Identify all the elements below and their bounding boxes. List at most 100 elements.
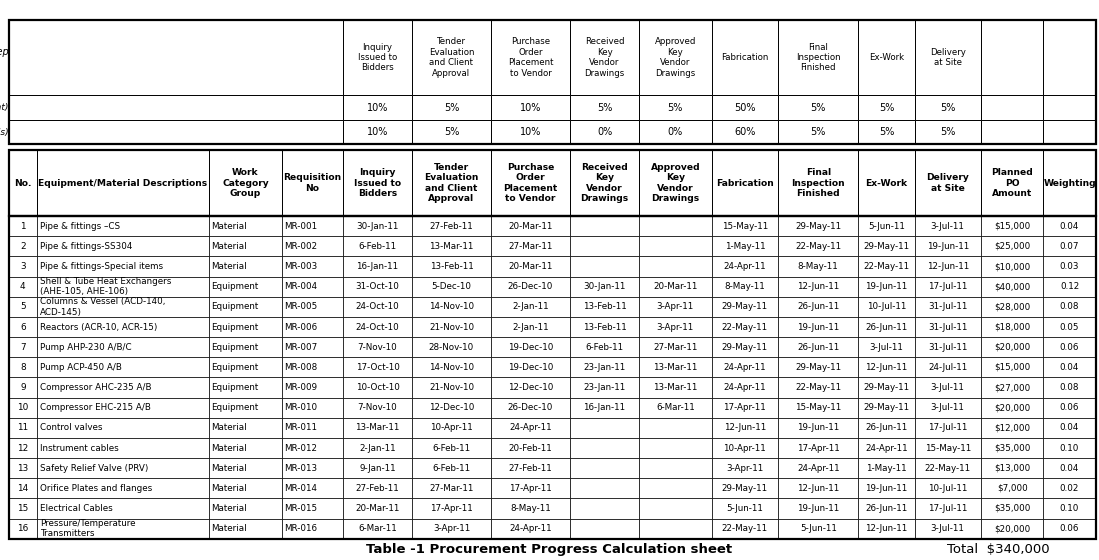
Bar <box>491 317 570 337</box>
Text: 12-Jun-11: 12-Jun-11 <box>865 363 908 372</box>
Text: Pipe & fittings-SS304: Pipe & fittings-SS304 <box>41 242 133 251</box>
Bar <box>639 458 712 478</box>
Text: 6-Feb-11: 6-Feb-11 <box>432 444 470 452</box>
Text: 29-May-11: 29-May-11 <box>796 363 842 372</box>
Text: 10-Jul-11: 10-Jul-11 <box>928 484 967 493</box>
Bar <box>778 519 858 539</box>
Text: Pressure/Temperature
Transmitters: Pressure/Temperature Transmitters <box>41 519 135 538</box>
Text: 27-Mar-11: 27-Mar-11 <box>430 484 474 493</box>
Bar <box>1043 317 1096 337</box>
Text: Material: Material <box>211 222 247 231</box>
Text: Delivery
at Site: Delivery at Site <box>930 48 966 67</box>
Bar <box>37 478 209 498</box>
Text: 27-Mar-11: 27-Mar-11 <box>653 343 698 352</box>
Text: 13-Feb-11: 13-Feb-11 <box>430 262 474 271</box>
Bar <box>209 478 281 498</box>
Bar <box>1043 337 1096 357</box>
Bar <box>639 377 712 398</box>
Bar <box>981 519 1043 539</box>
Bar <box>343 357 412 377</box>
Text: 19-Jun-11: 19-Jun-11 <box>865 282 908 291</box>
Bar <box>712 357 778 377</box>
Text: 5%: 5% <box>444 102 459 113</box>
Bar <box>914 478 981 498</box>
Bar <box>209 458 281 478</box>
Bar <box>778 478 858 498</box>
Bar <box>37 317 209 337</box>
Text: 3-Apr-11: 3-Apr-11 <box>657 302 693 311</box>
Text: MR-014: MR-014 <box>284 484 317 493</box>
Text: Purchase
Order
Placement
to Vendor: Purchase Order Placement to Vendor <box>508 38 553 77</box>
Text: $15,000: $15,000 <box>993 222 1030 231</box>
Bar <box>712 297 778 317</box>
Bar <box>914 337 981 357</box>
Bar <box>570 357 639 377</box>
Text: 6-Feb-11: 6-Feb-11 <box>586 343 623 352</box>
Text: 24-Apr-11: 24-Apr-11 <box>723 262 766 271</box>
Text: 50%: 50% <box>734 102 756 113</box>
Text: Fabrication: Fabrication <box>721 53 768 62</box>
Text: 10%: 10% <box>367 127 388 137</box>
Text: Final
Inspection
Finished: Final Inspection Finished <box>796 43 841 72</box>
Bar <box>1043 519 1096 539</box>
Text: Material: Material <box>211 444 247 452</box>
Bar <box>281 277 343 297</box>
Text: 15-May-11: 15-May-11 <box>722 222 768 231</box>
Bar <box>981 357 1043 377</box>
Bar <box>1043 498 1096 519</box>
Bar <box>981 418 1043 438</box>
Text: Equipment: Equipment <box>211 363 258 372</box>
Text: 10: 10 <box>18 403 29 412</box>
Bar <box>981 377 1043 398</box>
Text: 20-Mar-11: 20-Mar-11 <box>509 262 553 271</box>
Text: Inquiry
Issued to
Bidders: Inquiry Issued to Bidders <box>354 168 401 198</box>
Text: 0.10: 0.10 <box>1059 444 1079 452</box>
Text: MR-001: MR-001 <box>284 222 318 231</box>
Text: 9: 9 <box>20 383 25 392</box>
Bar <box>570 150 639 216</box>
Text: Pump AHP-230 A/B/C: Pump AHP-230 A/B/C <box>41 343 132 352</box>
Text: 12-Jun-11: 12-Jun-11 <box>926 262 969 271</box>
Bar <box>343 150 412 216</box>
Bar <box>491 216 570 236</box>
Text: Ex-Work: Ex-Work <box>869 53 904 62</box>
Bar <box>9 438 37 458</box>
Bar <box>712 277 778 297</box>
Text: 19-Dec-10: 19-Dec-10 <box>508 343 553 352</box>
Text: $15,000: $15,000 <box>993 363 1030 372</box>
Bar <box>914 519 981 539</box>
Text: 19-Jun-11: 19-Jun-11 <box>797 323 840 332</box>
Text: 17-Apr-11: 17-Apr-11 <box>797 444 840 452</box>
Bar <box>281 236 343 256</box>
Text: MR-015: MR-015 <box>284 504 318 513</box>
Text: 4: 4 <box>20 282 25 291</box>
Text: MR-006: MR-006 <box>284 323 318 332</box>
Bar <box>9 377 37 398</box>
Bar <box>412 377 491 398</box>
Text: 5%: 5% <box>940 102 955 113</box>
Text: 5%: 5% <box>668 102 684 113</box>
Bar <box>778 337 858 357</box>
Text: 60%: 60% <box>734 127 756 137</box>
Bar <box>491 150 570 216</box>
Bar <box>570 216 639 236</box>
Bar <box>209 277 281 297</box>
Bar <box>412 297 491 317</box>
Bar <box>9 20 343 95</box>
Bar <box>778 256 858 277</box>
Bar <box>778 236 858 256</box>
Bar <box>914 236 981 256</box>
Text: 13: 13 <box>18 464 29 473</box>
Bar <box>209 519 281 539</box>
Bar <box>412 458 491 478</box>
Text: 0%: 0% <box>597 127 612 137</box>
Text: 3-Jul-11: 3-Jul-11 <box>931 524 965 533</box>
Bar <box>570 236 639 256</box>
Bar <box>343 20 412 95</box>
Bar <box>209 337 281 357</box>
Text: 8-May-11: 8-May-11 <box>724 282 765 291</box>
Text: 22-May-11: 22-May-11 <box>722 323 768 332</box>
Bar <box>37 216 209 236</box>
Bar <box>491 297 570 317</box>
Bar <box>343 277 412 297</box>
